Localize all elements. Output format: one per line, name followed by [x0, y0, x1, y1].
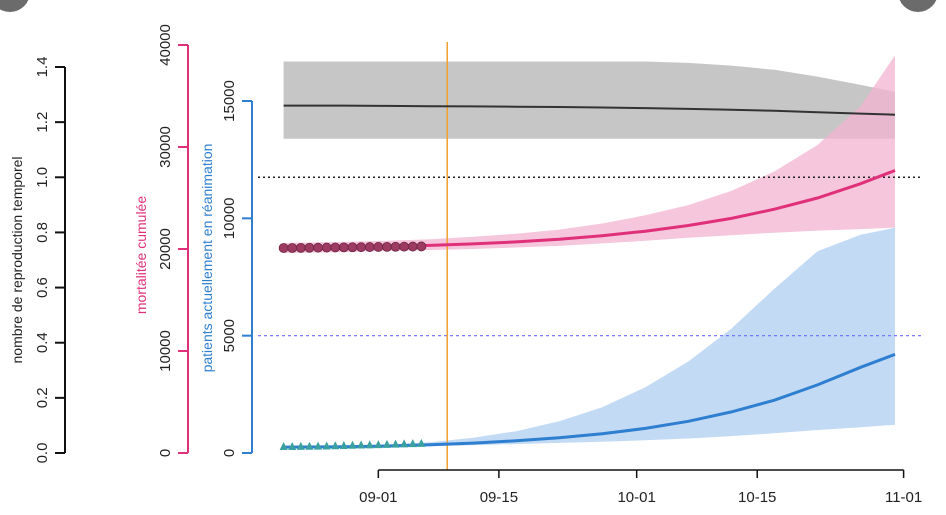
icu-axis-title: patients actuellement en réanimation	[199, 144, 215, 373]
x-tick-label: 10-15	[738, 489, 776, 506]
observed-markers	[278, 241, 427, 450]
icu-tick-label: 10000	[221, 197, 238, 239]
r-line	[283, 104, 896, 116]
observed-mortality-point	[304, 242, 315, 253]
r-tick-label: 0.8	[34, 222, 51, 243]
observed-mortality-point	[347, 242, 358, 253]
observed-mortality-point	[321, 242, 332, 253]
r-tick-label: 0.2	[34, 387, 51, 408]
observed-icu-point	[314, 441, 323, 450]
observed-icu-point	[348, 440, 357, 449]
observed-icu-point	[365, 440, 374, 449]
observed-icu-point	[374, 440, 383, 449]
mortality-axis-title: mortalitée cumulée	[133, 196, 149, 314]
mortality-tick-label: 30000	[157, 126, 174, 168]
observed-icu-point	[296, 441, 305, 450]
observed-icu-point	[408, 439, 417, 448]
observed-icu-point	[331, 441, 340, 450]
x-tick-label: 11-01	[885, 489, 922, 506]
icu-tick-label: 15000	[221, 80, 238, 122]
x-tick-label: 09-01	[359, 489, 397, 506]
observed-icu-point	[357, 440, 366, 449]
r-tick-label: 1.0	[34, 167, 51, 188]
icu-axis: 0 5000 10000 15000	[221, 80, 253, 457]
r-tick-label: 1.4	[34, 57, 51, 78]
observed-mortality-point	[287, 243, 298, 253]
observed-mortality-point	[356, 242, 367, 253]
r-tick-label: 0.0	[34, 443, 51, 464]
observed-icu-point	[400, 439, 409, 448]
observed-mortality-point	[330, 242, 341, 253]
observed-icu-point	[391, 439, 400, 448]
observed-icu-point	[417, 438, 426, 447]
observed-icu-point	[322, 441, 331, 450]
r-tick-label: 1.2	[34, 112, 51, 133]
r-confidence-band	[283, 61, 896, 139]
observed-mortality-point	[399, 241, 410, 252]
observed-mortality-point	[364, 242, 375, 252]
observed-mortality-point	[278, 243, 289, 253]
x-axis: 09-01 09-15 10-01 10-15 11-01	[359, 469, 922, 506]
mortality-tick-label: 10000	[157, 330, 174, 372]
observed-mortality-point	[390, 241, 401, 252]
r-axis-title: nombre de reproduction temporel	[9, 156, 25, 363]
r-axis: 0.0 0.2 0.4 0.6 0.8 1.0 1.2 1.4	[34, 57, 66, 464]
observed-mortality-point	[407, 241, 418, 252]
observed-icu-point	[288, 441, 297, 450]
x-tick-label: 10-01	[617, 489, 655, 506]
mortality-tick-label: 0	[157, 449, 174, 457]
observed-mortality-point	[338, 242, 349, 253]
icu-tick-label: 5000	[221, 319, 238, 352]
observed-icu-point	[339, 441, 348, 450]
observed-mortality-point	[295, 242, 306, 253]
mortality-axis: 0 10000 20000 30000 40000	[157, 24, 189, 457]
icu-tick-label: 0	[221, 449, 238, 457]
observed-mortality-point	[373, 242, 384, 252]
corner-button-right[interactable]	[898, 0, 938, 12]
observed-mortality-point	[416, 241, 427, 252]
r-tick-label: 0.6	[34, 277, 51, 298]
mortality-tick-label: 20000	[157, 228, 174, 270]
mortality-tick-label: 40000	[157, 24, 174, 66]
observed-mortality-point	[313, 242, 323, 253]
mortality-confidence-band	[283, 55, 896, 254]
observed-icu-point	[305, 441, 314, 450]
observed-icu-point	[382, 439, 391, 448]
r-tick-label: 0.4	[34, 332, 51, 353]
observed-icu-point	[279, 441, 288, 450]
x-tick-label: 09-15	[480, 489, 518, 506]
observed-mortality-point	[382, 241, 392, 252]
icu-confidence-band	[283, 227, 896, 449]
